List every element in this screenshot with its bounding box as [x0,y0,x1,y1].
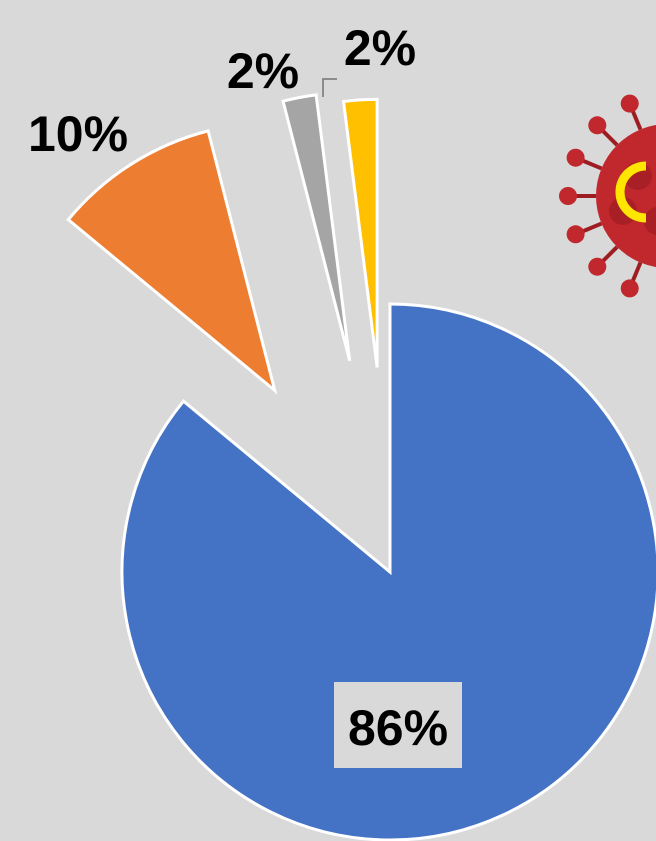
data-label: 10% [28,106,128,162]
data-label: 2% [227,43,299,99]
data-label-box [334,682,462,768]
virus-icon [559,94,656,298]
pie-slice-3 [281,93,352,362]
data-label: 86% [348,700,448,756]
pie-slice-2 [66,129,278,395]
pie-slices [66,93,656,841]
pie-slice-4 [341,97,379,368]
data-label: 2% [344,20,416,76]
pie-labels: 86% 10% 2% 2% [28,20,462,768]
leader-line [322,78,337,97]
pie-slice-1 [120,302,656,841]
